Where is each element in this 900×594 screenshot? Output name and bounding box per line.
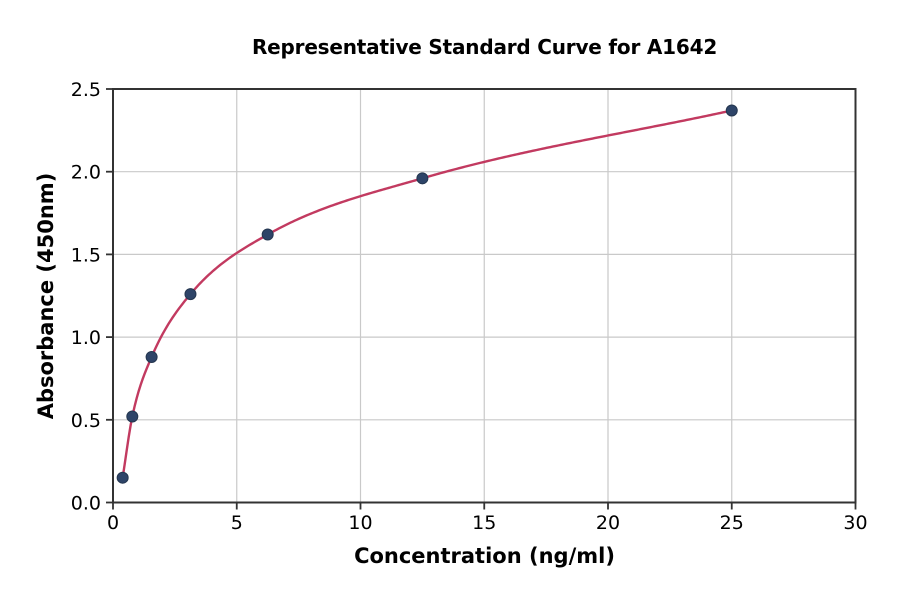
- y-axis-label: Absorbance (450nm): [34, 172, 58, 420]
- data-point: [116, 471, 129, 484]
- data-point: [725, 104, 738, 117]
- y-tick-label: 1.5: [71, 244, 101, 266]
- grid-lines: [112, 88, 857, 504]
- data-point: [261, 228, 274, 241]
- y-tick-label: 2.5: [71, 79, 101, 101]
- y-axis-ticks: 0.0 0.5 1.0 1.5 2.0 2.5: [71, 79, 113, 515]
- y-tick-label: 0.5: [71, 410, 101, 432]
- x-tick-label: 10: [348, 512, 372, 534]
- x-tick-label: 30: [843, 512, 867, 534]
- data-point: [126, 410, 139, 423]
- x-axis-label: Concentration (ng/ml): [354, 544, 615, 568]
- y-tick-label: 2.0: [71, 162, 101, 184]
- x-tick-label: 0: [107, 512, 119, 534]
- x-tick-label: 5: [231, 512, 243, 534]
- y-tick-label: 0.0: [71, 493, 101, 515]
- x-tick-label: 20: [596, 512, 620, 534]
- data-points: [116, 104, 738, 484]
- fit-curve: [121, 109, 733, 479]
- data-point: [184, 288, 197, 301]
- data-point: [416, 172, 429, 185]
- x-axis-ticks: 0 5 10 15 20 25 30: [107, 502, 868, 534]
- x-tick-label: 25: [720, 512, 744, 534]
- data-point: [145, 350, 158, 363]
- x-tick-label: 15: [472, 512, 496, 534]
- chart-title: Representative Standard Curve for A1642: [251, 35, 718, 59]
- y-tick-label: 1.0: [71, 327, 101, 349]
